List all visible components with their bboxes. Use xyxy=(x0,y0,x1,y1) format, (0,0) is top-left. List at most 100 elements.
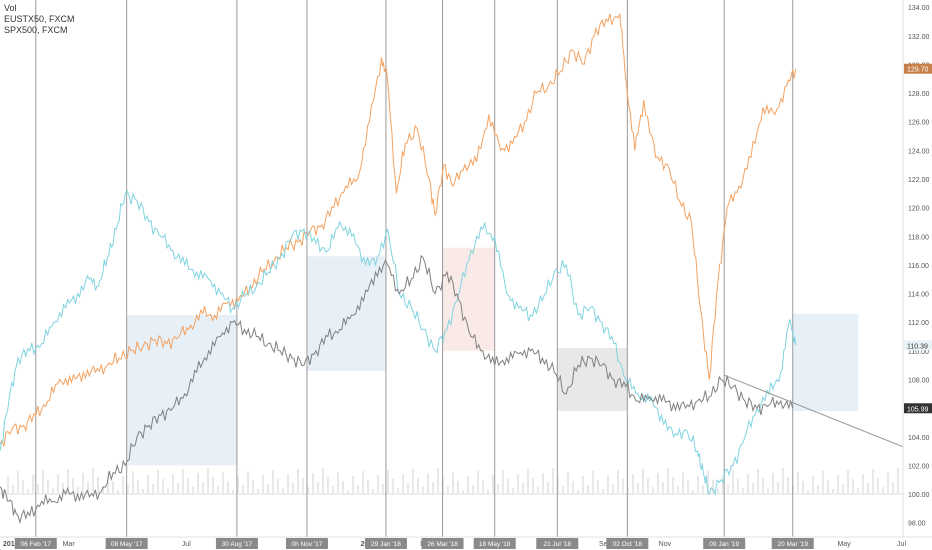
volume-bar xyxy=(427,473,429,495)
volume-bar xyxy=(497,484,499,495)
volume-bar xyxy=(327,477,329,495)
volume-bar xyxy=(562,486,564,495)
volume-bar xyxy=(282,488,284,495)
volume-bar xyxy=(412,469,414,495)
volume-bar xyxy=(32,475,34,495)
volume-bar xyxy=(72,478,74,495)
volume-bar xyxy=(372,489,374,495)
event-label: 08 May '17 xyxy=(111,541,143,548)
volume-bar xyxy=(637,483,639,495)
volume-bar xyxy=(822,471,824,495)
volume-bar xyxy=(87,482,89,495)
volume-bar xyxy=(12,485,14,495)
y-tick-label: 98.00 xyxy=(908,521,926,528)
volume-bar xyxy=(247,471,249,495)
volume-bar xyxy=(382,484,384,495)
price-labels: 129.70 110.39 105.99 xyxy=(904,63,932,414)
volume-bar xyxy=(182,469,184,495)
series-line-eustx50 xyxy=(0,190,797,496)
volume-bar xyxy=(437,468,439,495)
event-label-bg xyxy=(364,538,407,549)
series-line-spx500 xyxy=(0,12,797,447)
price-label-bg xyxy=(904,403,932,414)
volume-bar xyxy=(97,477,99,495)
event-label: 09 Jan '19 xyxy=(709,541,739,548)
y-tick-label: 124.00 xyxy=(908,148,930,155)
volume-bar xyxy=(847,470,849,495)
volume-bar xyxy=(532,478,534,495)
volume-bar xyxy=(887,473,889,495)
price-label-bg xyxy=(904,340,932,351)
volume-bar xyxy=(657,473,659,495)
volume-bar xyxy=(227,481,229,495)
volume-bar xyxy=(357,485,359,495)
volume-bar xyxy=(677,486,679,495)
volume-bar xyxy=(422,487,424,495)
volume-bar xyxy=(297,469,299,495)
volume-bar xyxy=(892,482,894,495)
volume-bar xyxy=(267,484,269,495)
volume-bar xyxy=(507,479,509,495)
volume-bar xyxy=(552,468,554,495)
volume-bar xyxy=(782,468,784,495)
volume-bar xyxy=(547,482,549,495)
series-lines xyxy=(0,12,797,525)
series-line-gray xyxy=(0,254,794,525)
y-tick-label: 126.00 xyxy=(908,120,930,127)
volume-bar xyxy=(362,471,364,495)
legend-vol[interactable]: Vol xyxy=(4,3,17,13)
volume-bar xyxy=(312,473,314,495)
volume-bar xyxy=(587,485,589,495)
event-label-bg xyxy=(215,538,258,549)
volume-bar xyxy=(602,489,604,495)
volume-bar xyxy=(337,472,339,495)
volume-bar xyxy=(342,481,344,495)
volume-bar xyxy=(167,488,169,495)
volume-bar xyxy=(867,483,869,495)
range-box-gray xyxy=(557,347,628,411)
volume-bar xyxy=(737,479,739,495)
volume-bar xyxy=(287,474,289,495)
volume-bar xyxy=(292,483,294,495)
volume-bar xyxy=(202,482,204,495)
event-label: 02 Oct '18 xyxy=(613,541,643,548)
volume-bar xyxy=(627,488,629,495)
y-tick-label: 110.00 xyxy=(908,349,929,356)
volume-bar xyxy=(667,468,669,495)
volume-bar xyxy=(752,483,754,495)
range-box-blue xyxy=(792,313,859,411)
volume-bar xyxy=(512,488,514,495)
x-tick-label: Jul xyxy=(182,541,191,548)
trendline[interactable] xyxy=(724,374,904,448)
volume-bar xyxy=(672,477,674,495)
legend-series-1[interactable]: EUSTX50, FXCM xyxy=(4,14,75,24)
volume-bar xyxy=(582,476,584,495)
volume-bar xyxy=(42,470,44,495)
y-tick-label: 100.00 xyxy=(908,492,930,499)
event-label: 20 Mar '19 xyxy=(777,541,808,548)
x-tick-label: Jul xyxy=(897,541,906,548)
volume-bar xyxy=(717,489,719,495)
event-label-bg xyxy=(703,538,746,549)
event-label: 06 Feb '17 xyxy=(21,541,52,548)
event-label: 29 Jan '18 xyxy=(371,541,401,548)
volume-bar xyxy=(762,478,764,495)
volume-bar xyxy=(472,485,474,495)
y-tick-label: 112.00 xyxy=(908,320,929,327)
x-axis: 2017MarJul2018MarSepNovMarMayJul06 Feb '… xyxy=(0,536,932,549)
volume-bar xyxy=(557,477,559,495)
volume-bar xyxy=(82,473,84,495)
volume-bar xyxy=(817,485,819,495)
volume-bar xyxy=(157,470,159,495)
volume-bar xyxy=(212,477,214,495)
legend-series-2[interactable]: SPX500, FXCM xyxy=(4,25,68,35)
volume-bar xyxy=(117,490,119,495)
volume-bar xyxy=(492,475,494,495)
volume-bar xyxy=(317,482,319,495)
volume-bar xyxy=(682,472,684,495)
volume-bar xyxy=(37,484,39,495)
y-tick-label: 132.00 xyxy=(908,34,930,41)
volume-bar xyxy=(132,471,134,495)
volume-bar xyxy=(617,470,619,495)
volume-bar xyxy=(722,475,724,495)
